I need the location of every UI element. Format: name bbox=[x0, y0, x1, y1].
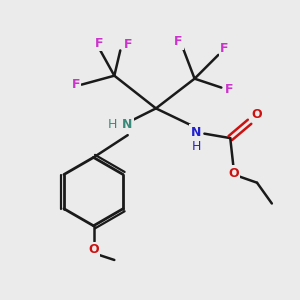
Text: N: N bbox=[191, 126, 201, 139]
Text: O: O bbox=[252, 108, 262, 121]
Text: F: F bbox=[95, 37, 104, 50]
Text: H: H bbox=[108, 118, 118, 131]
Text: F: F bbox=[124, 38, 132, 51]
Text: F: F bbox=[174, 35, 182, 48]
Text: F: F bbox=[224, 82, 233, 96]
Text: N: N bbox=[122, 118, 132, 131]
Text: H: H bbox=[191, 140, 201, 153]
Text: O: O bbox=[88, 243, 99, 256]
Text: O: O bbox=[228, 167, 238, 180]
Text: F: F bbox=[220, 42, 229, 56]
Text: F: F bbox=[71, 78, 80, 91]
